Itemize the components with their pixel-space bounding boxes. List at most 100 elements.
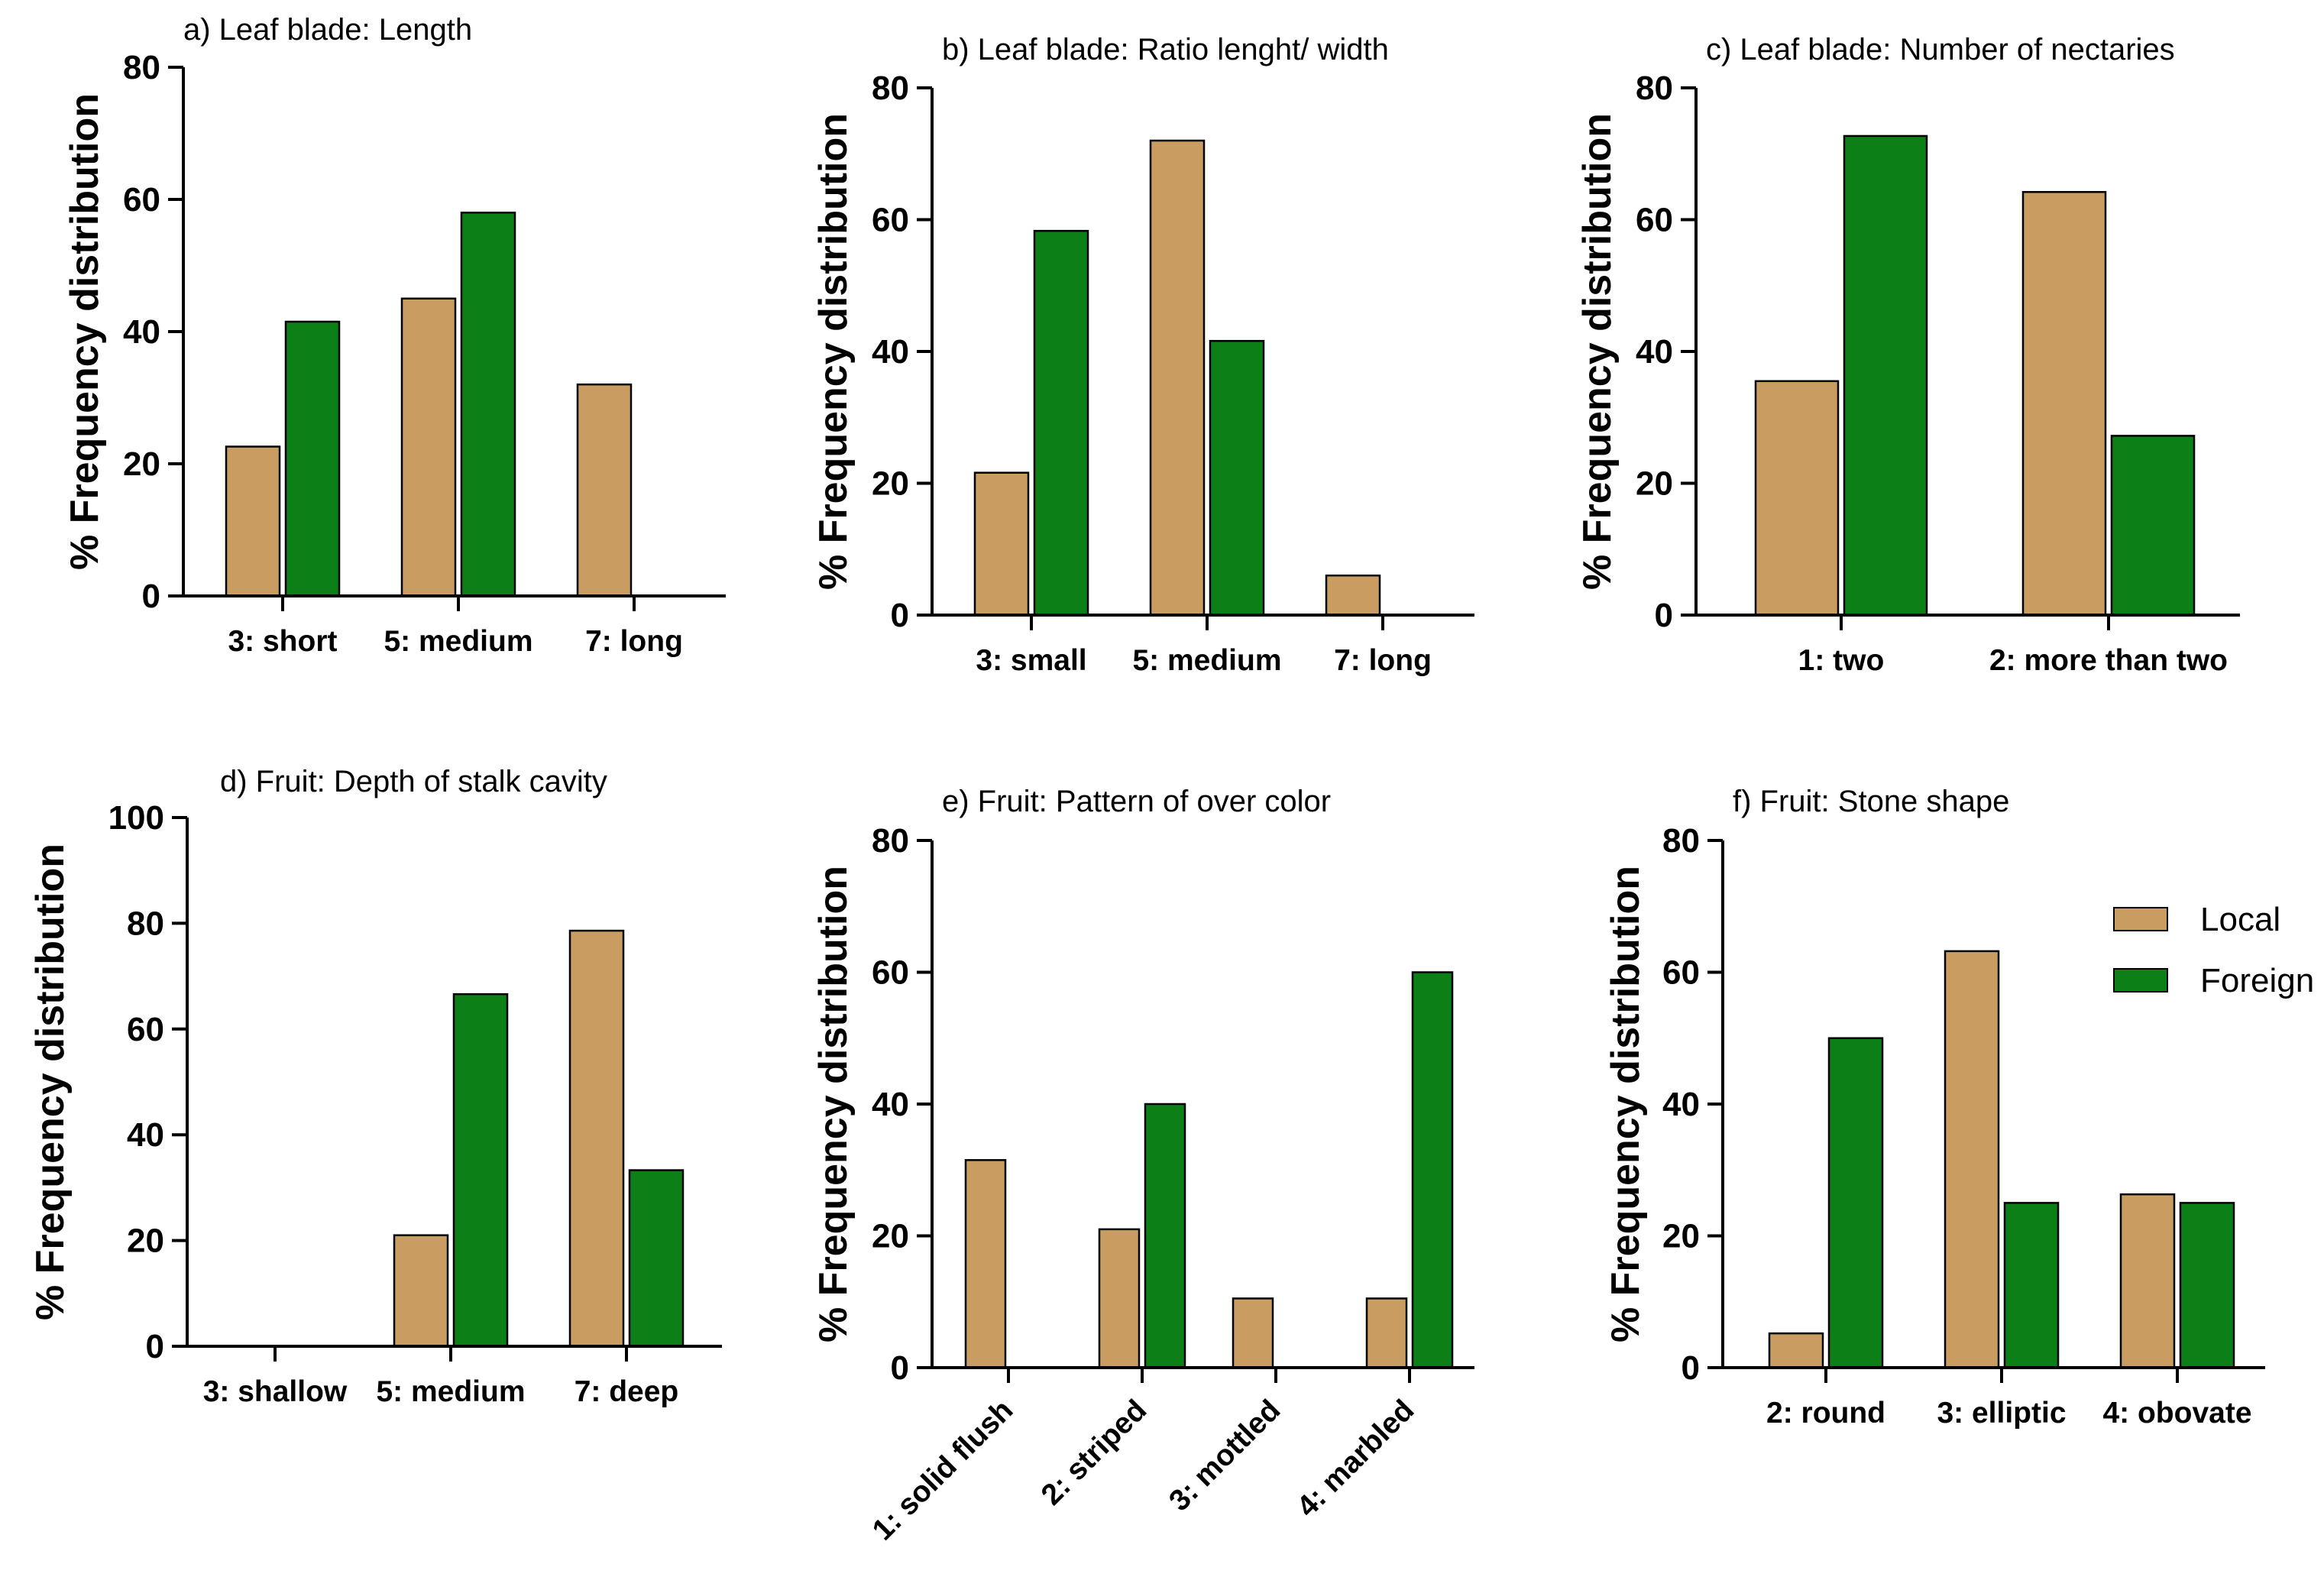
x-tick-label: 2: round — [1766, 1397, 1885, 1430]
bar-local — [225, 445, 281, 597]
bar-foreign — [2110, 435, 2196, 617]
y-tick-label: 60 — [872, 954, 909, 992]
x-tick-label: 5: medium — [384, 625, 532, 658]
bar-local — [2119, 1193, 2176, 1369]
bar-local — [1944, 950, 2000, 1369]
y-axis-label: % Frequency distribution — [28, 844, 73, 1320]
bar-local — [2021, 191, 2107, 617]
x-tick-label: 3: elliptic — [1937, 1397, 2066, 1430]
bar-local — [568, 929, 625, 1348]
y-tick-label: 40 — [872, 333, 909, 371]
bar-local — [1365, 1297, 1408, 1369]
x-tick-label: 4: obovate — [2102, 1397, 2251, 1430]
bar-foreign — [2179, 1202, 2235, 1369]
y-tick-label: 40 — [1662, 1086, 1700, 1123]
y-tick-label: 80 — [872, 70, 909, 107]
legend-swatch-local — [2113, 907, 2168, 931]
legend-label-foreign: Foreign — [2200, 962, 2314, 999]
x-tick-label: 3: short — [228, 625, 337, 658]
y-tick-label: 80 — [127, 905, 164, 942]
x-tick-label: 3: small — [976, 644, 1086, 677]
x-tick-label: 5: medium — [376, 1375, 525, 1408]
y-tick-label: 0 — [1655, 597, 1673, 634]
y-axis-label: % Frequency distribution — [63, 93, 107, 570]
bar-foreign — [1843, 134, 1928, 617]
chart-panel-b: b) Leaf blade: Ratio lenght/ width % Freq… — [811, 33, 1474, 677]
bar-foreign — [1411, 971, 1454, 1369]
y-tick-label: 40 — [123, 313, 160, 351]
bar-local — [1754, 380, 1840, 617]
bar-foreign — [1827, 1037, 1884, 1369]
y-axis-label: % Frequency distribution — [811, 113, 856, 590]
y-tick-label: 20 — [872, 1218, 909, 1255]
chart-panel-c: c) Leaf blade: Number of nectaries % Freq… — [1575, 33, 2240, 677]
y-tick-label: 20 — [1636, 465, 1673, 503]
y-tick-label: 0 — [142, 578, 160, 615]
bar-foreign — [452, 993, 509, 1348]
x-tick-label: 1: two — [1798, 644, 1885, 677]
y-tick-label: 60 — [1636, 202, 1673, 239]
y-tick-label: 80 — [1662, 822, 1700, 860]
bar-foreign — [460, 212, 516, 597]
y-tick-label: 80 — [872, 822, 909, 860]
y-axis-label: % Frequency distribution — [1604, 866, 1648, 1342]
x-tick-label: 7: long — [1334, 644, 1432, 677]
bar-local — [1768, 1332, 1824, 1369]
chart-title: b) Leaf blade: Ratio lenght/ width — [942, 33, 1389, 66]
y-tick-label: 100 — [108, 799, 164, 837]
y-tick-label: 80 — [123, 49, 160, 86]
y-tick-label: 20 — [872, 465, 909, 503]
chart-title: d) Fruit: Depth of stalk cavity — [220, 765, 607, 798]
x-tick-label: 5: medium — [1132, 644, 1281, 677]
bar-foreign — [1144, 1103, 1186, 1369]
chart-panel-e: e) Fruit: Pattern of over color % Frequen… — [811, 785, 1474, 1546]
chart-title: a) Leaf blade: Length — [183, 13, 472, 47]
y-tick-label: 60 — [872, 202, 909, 239]
bar-foreign — [628, 1169, 685, 1348]
bar-foreign — [1209, 339, 1265, 617]
bar-local — [400, 297, 457, 597]
legend-swatch-foreign — [2113, 968, 2168, 993]
chart-panel-d: d) Fruit: Depth of stalk cavity % Frequen… — [28, 765, 722, 1408]
legend-label-local: Local — [2200, 901, 2280, 938]
y-tick-label: 60 — [1662, 954, 1700, 992]
x-tick-label: 1: solid flush — [866, 1394, 1019, 1546]
x-tick-label: 7: deep — [575, 1375, 679, 1408]
x-tick-label: 4: marbled — [1290, 1394, 1420, 1524]
bar-local — [1232, 1297, 1274, 1369]
y-tick-label: 0 — [1682, 1349, 1700, 1387]
chart-title: e) Fruit: Pattern of over color — [942, 785, 1331, 818]
bar-local — [964, 1159, 1007, 1369]
x-tick-label: 3: shallow — [203, 1375, 348, 1408]
bar-local — [393, 1234, 449, 1348]
y-tick-label: 20 — [127, 1222, 164, 1260]
y-tick-label: 60 — [127, 1011, 164, 1048]
x-tick-label: 7: long — [585, 625, 683, 658]
bar-foreign — [284, 320, 341, 597]
y-axis-label: % Frequency distribution — [811, 866, 856, 1342]
bar-local — [1325, 575, 1381, 617]
bar-foreign — [2003, 1202, 2060, 1369]
x-tick-label: 2: more than two — [1989, 644, 2228, 677]
legend: Local Foreign — [2113, 901, 2314, 999]
bar-local — [973, 471, 1030, 617]
chart-title: c) Leaf blade: Number of nectaries — [1706, 33, 2175, 66]
y-tick-label: 60 — [123, 181, 160, 219]
chart-panel-a: a) Leaf blade: Length % Frequency distrib… — [63, 13, 726, 658]
chart-panel-f: f) Fruit: Stone shape % Frequency distrib… — [1604, 785, 2265, 1430]
y-tick-label: 80 — [1636, 70, 1673, 107]
y-tick-label: 40 — [1636, 333, 1673, 371]
x-tick-label: 3: mottled — [1163, 1394, 1287, 1517]
y-axis-label: % Frequency distribution — [1575, 113, 1620, 590]
y-tick-label: 40 — [127, 1116, 164, 1154]
y-tick-label: 0 — [891, 1349, 909, 1387]
bar-local — [576, 383, 633, 597]
y-tick-label: 40 — [872, 1086, 909, 1123]
x-tick-label: 2: striped — [1035, 1394, 1154, 1512]
chart-title: f) Fruit: Stone shape — [1733, 785, 2009, 818]
y-tick-label: 0 — [146, 1328, 164, 1365]
bar-local — [1098, 1228, 1141, 1369]
bar-foreign — [1033, 229, 1089, 617]
y-tick-label: 0 — [891, 597, 909, 634]
